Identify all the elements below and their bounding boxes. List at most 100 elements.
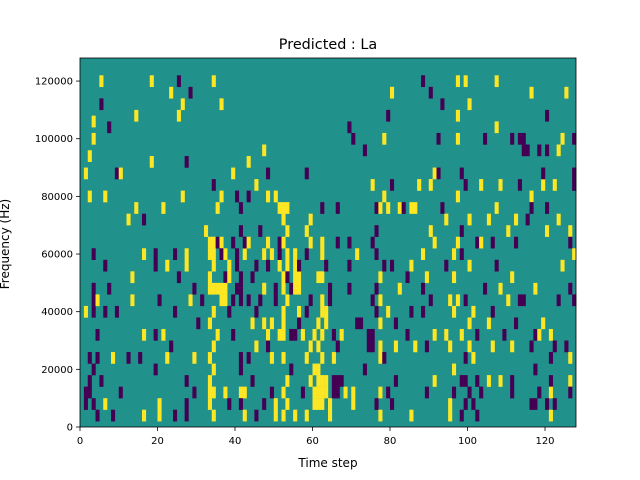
heatmap-cell [262,398,267,410]
heatmap-cell [211,340,216,353]
heatmap-cell [537,386,542,399]
heatmap-cell [467,340,472,353]
heatmap-cell [308,375,313,387]
heatmap-cell [231,294,236,307]
y-tick-label: 120000 [35,77,73,88]
heatmap-cell [188,294,193,307]
heatmap-cell [486,213,491,226]
heatmap-cell [219,190,224,203]
heatmap-cell [393,317,398,330]
heatmap-cell [560,259,565,272]
heatmap-cell [207,236,212,249]
heatmap-cell [99,98,104,111]
heatmap-cell [250,271,255,284]
heatmap-cell [297,271,302,284]
chart-title: Predicted : La [279,37,377,53]
heatmap-cell [254,409,259,422]
heatmap-cell [269,352,274,364]
heatmap-cell [424,386,429,399]
heatmap-cell [83,386,88,399]
heatmap-cell [153,248,158,260]
heatmap-cell [281,202,286,214]
x-axis: 0 20 40 60 80 100 120 [77,427,555,447]
heatmap-cell [490,340,495,353]
heatmap-cell [316,386,321,399]
heatmap-cell [138,352,143,364]
heatmap-cell [324,375,329,387]
heatmap-cell [165,352,170,364]
heatmap-cell [91,363,96,376]
heatmap-cell [219,236,224,249]
heatmap-cell [176,109,181,122]
heatmap-cell [541,179,546,191]
heatmap-cell [409,409,414,422]
heatmap-cell [455,190,460,203]
heatmap-cell [269,248,274,260]
heatmap-cell [397,202,402,214]
heatmap-cell [448,340,453,353]
heatmap-cell [91,294,96,307]
heatmap-cell [355,248,360,260]
heatmap-cell [320,352,325,364]
heatmap-cell [157,398,162,410]
heatmap-cell [467,213,472,226]
heatmap-cell [475,328,480,341]
heatmap-cell [238,398,243,410]
heatmap-cell [242,236,247,249]
heatmap-cell [304,225,309,237]
heatmap-cell [238,202,243,214]
heatmap-cell [207,317,212,330]
heatmap-cell [362,363,367,376]
heatmap-cell [370,328,375,341]
heatmap-cell [324,305,329,318]
heatmap-cell [211,305,216,318]
heatmap-cell [231,167,236,180]
heatmap-cell [223,271,228,284]
heatmap-cell [533,398,538,410]
heatmap-cell [498,282,503,295]
heatmap-cell [463,179,468,191]
heatmap-cell [285,202,290,214]
heatmap-cell [316,398,321,410]
heatmap-cell [529,398,534,410]
heatmap-cell [266,259,271,272]
heatmap-cell [463,75,468,88]
heatmap-cell [211,282,216,295]
heatmap-cell [281,271,286,284]
heatmap-cell [331,352,336,364]
heatmap-cell [421,282,426,295]
heatmap-cell [432,167,437,180]
y-tick-label: 80000 [41,192,73,203]
heatmap-cell [246,156,251,168]
heatmap-cell [362,144,367,157]
heatmap-cell [238,225,243,237]
heatmap-cell [169,86,174,99]
heatmap-cell [459,167,464,180]
heatmap-cell [463,294,468,307]
y-axis: 0 20000 40000 60000 80000 100000 120000 [35,77,80,434]
heatmap-cell [510,132,515,145]
heatmap-cell [378,202,383,214]
heatmap-cell [533,363,538,376]
heatmap-cell [320,305,325,318]
heatmap-cell [355,317,360,330]
heatmap-cell [312,386,317,399]
heatmap-cell [572,294,577,307]
heatmap-cell [304,409,309,422]
heatmap-cell [452,305,457,318]
heatmap-cell [452,363,457,376]
heatmap-cell [103,259,108,272]
heatmap-cell [277,248,282,260]
heatmap-cell [378,294,383,307]
heatmap-cell [479,386,484,399]
heatmap-cell [541,167,546,180]
heatmap-cell [548,328,553,341]
heatmap-cell [285,248,290,260]
heatmap-cell [459,248,464,260]
heatmap-cell [390,86,395,99]
heatmap-cell [378,317,383,330]
heatmap-cell [99,375,104,387]
heatmap-cell [312,363,317,376]
heatmap-cell [223,294,228,307]
